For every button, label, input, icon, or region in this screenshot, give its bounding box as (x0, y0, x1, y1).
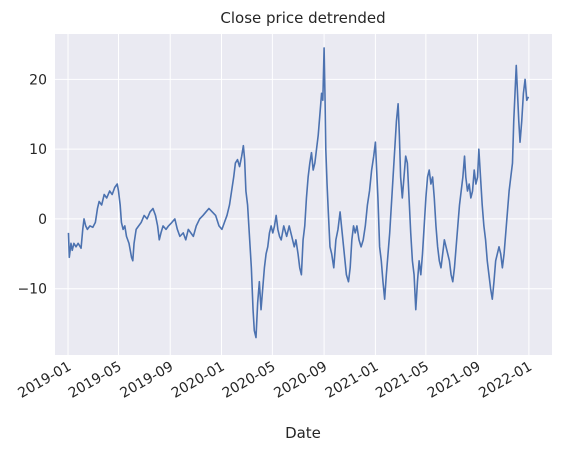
x-tick-label: 2020-01 (169, 359, 228, 402)
x-tick-label: 2020-05 (220, 359, 279, 402)
y-tick-label: −10 (17, 282, 47, 298)
x-tick-label: 2020-09 (271, 359, 330, 402)
x-tick-label: 2021-05 (373, 359, 432, 402)
y-tick-label: 20 (29, 72, 47, 88)
y-tick-label: 0 (38, 212, 47, 228)
series-line (67, 47, 530, 339)
x-tick-label: 2022-01 (476, 359, 535, 402)
y-tick-labels: −10 0 10 20 (17, 72, 47, 297)
x-gridlines (67, 34, 530, 355)
x-tick-label: 2019-01 (15, 359, 74, 402)
x-tick-label: 2019-05 (66, 359, 125, 402)
x-tick-label: 2019-09 (118, 359, 177, 402)
series-layer (67, 47, 530, 339)
x-tick-labels: 2019-012019-052019-092020-012020-052020-… (15, 359, 535, 402)
y-gridlines (55, 78, 552, 290)
x-tick-label: 2021-01 (323, 359, 382, 402)
chart-title: Close price detrended (220, 9, 385, 27)
x-axis-label: Date (285, 424, 321, 442)
x-tick-label: 2021-09 (425, 359, 484, 402)
y-tick-label: 10 (29, 142, 47, 158)
plot-background (55, 34, 552, 355)
